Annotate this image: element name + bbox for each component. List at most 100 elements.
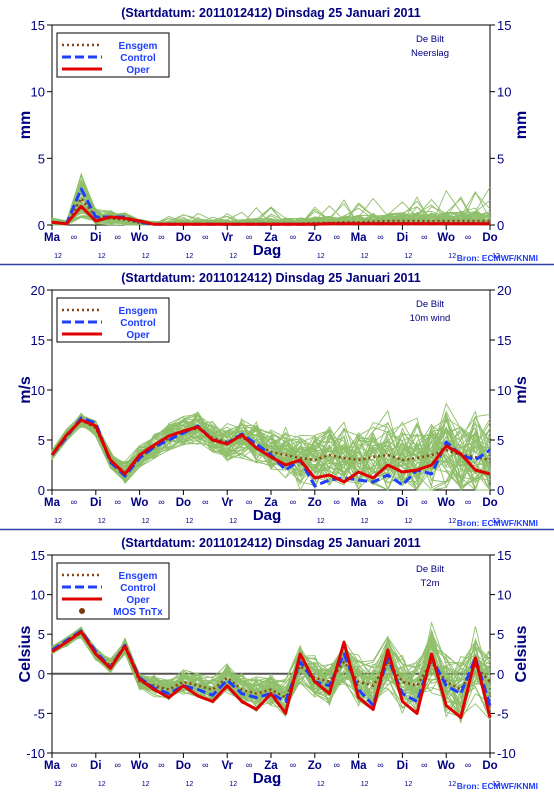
x-sub-label: 12 <box>492 781 500 788</box>
x-day-label: Zo <box>308 497 322 509</box>
x-separator-glyph: ∞ <box>421 232 427 242</box>
x-sub-label: 12 <box>142 781 150 788</box>
x-day-label: Di <box>397 497 409 509</box>
x-sub-label: 12 <box>492 518 500 525</box>
y-axis-label-right: Celsius <box>513 625 530 682</box>
x-sub-label: 12 <box>317 781 325 788</box>
chart-title: (Startdatum: 2011012412) Dinsdag 25 Janu… <box>121 271 421 285</box>
series-line-oper <box>51 204 490 226</box>
y-tick-label-left: -10 <box>26 746 45 761</box>
location-label: De Bilt <box>416 564 444 575</box>
series-line-oper <box>50 418 491 484</box>
x-separator-glyph: ∞ <box>202 232 208 242</box>
x-sub-label: 12 <box>405 253 413 260</box>
y-tick-label-left: 5 <box>38 627 45 642</box>
variable-label: T2m <box>421 578 440 589</box>
ensemble-member-line <box>51 631 491 697</box>
y-tick-label-right: 5 <box>497 151 504 166</box>
x-day-label: Wo <box>437 232 455 244</box>
x-sub-label: 12 <box>317 253 325 260</box>
x-day-label: Wo <box>131 760 149 772</box>
x-separator-glyph: ∞ <box>158 232 164 242</box>
y-tick-label-left: 20 <box>31 283 45 298</box>
legend-label: Control <box>120 583 156 594</box>
x-separator-glyph: ∞ <box>202 760 208 770</box>
y-tick-label-right: 10 <box>497 588 511 603</box>
x-day-label: Wo <box>437 760 455 772</box>
y-tick-label-left: 15 <box>31 18 45 33</box>
y-axis-label-left: Celsius <box>17 625 34 682</box>
x-day-label: Za <box>264 760 278 772</box>
y-tick-label-left: 10 <box>31 588 45 603</box>
series-line-oper <box>51 630 492 719</box>
y-tick-label-right: 10 <box>497 85 511 100</box>
x-day-label: Vr <box>221 497 233 509</box>
chart-title: (Startdatum: 2011012412) Dinsdag 25 Janu… <box>121 536 421 550</box>
y-tick-label-left: 0 <box>38 667 45 682</box>
x-sub-label: 12 <box>229 781 237 788</box>
x-day-label: Ma <box>44 760 61 772</box>
y-tick-label-left: 5 <box>38 151 45 166</box>
x-day-label: Di <box>397 760 409 772</box>
x-sub-label: 12 <box>229 253 237 260</box>
chart-title: (Startdatum: 2011012412) Dinsdag 25 Janu… <box>121 6 421 20</box>
x-separator-glyph: ∞ <box>158 760 164 770</box>
x-separator-glyph: ∞ <box>377 497 383 507</box>
legend-label: Oper <box>126 330 149 341</box>
x-day-label: Zo <box>308 232 322 244</box>
ensemble-member-line <box>51 414 490 491</box>
series-line-ensgem <box>50 418 491 475</box>
y-tick-label-right: 10 <box>497 383 511 398</box>
x-sub-label: 12 <box>186 781 194 788</box>
x-axis-label: Dag <box>253 507 281 524</box>
source-label: Bron: ECMWF/KNMI <box>457 518 538 528</box>
y-tick-label-right: 0 <box>497 218 504 233</box>
ensemble-member-line <box>51 414 491 490</box>
x-sub-label: 12 <box>405 781 413 788</box>
x-day-label: Di <box>90 760 102 772</box>
ensemble-member-line <box>51 415 491 492</box>
x-sub-label: 12 <box>98 518 106 525</box>
y-tick-label-right: 0 <box>497 483 504 498</box>
x-separator-glyph: ∞ <box>158 497 164 507</box>
y-tick-label-right: 20 <box>497 283 511 298</box>
x-separator-glyph: ∞ <box>114 497 120 507</box>
x-separator-glyph: ∞ <box>290 232 296 242</box>
location-label: De Bilt <box>416 34 444 45</box>
x-day-label: Ma <box>351 760 368 772</box>
x-separator-glyph: ∞ <box>333 760 339 770</box>
x-separator-glyph: ∞ <box>333 497 339 507</box>
x-sub-label: 12 <box>98 781 106 788</box>
x-separator-glyph: ∞ <box>246 760 252 770</box>
x-sub-label: 12 <box>317 518 325 525</box>
x-sub-label: 12 <box>186 253 194 260</box>
y-tick-label-right: 5 <box>497 433 504 448</box>
x-separator-glyph: ∞ <box>71 497 77 507</box>
x-day-label: Do <box>176 760 191 772</box>
x-day-label: Do <box>176 497 191 509</box>
x-day-label: Za <box>264 497 278 509</box>
x-day-label: Wo <box>131 497 149 509</box>
x-sub-label: 12 <box>273 253 281 260</box>
x-day-label: Do <box>176 232 191 244</box>
x-day-label: Di <box>90 232 102 244</box>
ensemble-member-line <box>51 422 491 489</box>
legend-label: MOS TnTx <box>113 607 163 618</box>
ensemble-member-line <box>51 633 491 708</box>
x-day-label: Za <box>264 232 278 244</box>
y-tick-label-left: 10 <box>31 85 45 100</box>
x-separator-glyph: ∞ <box>465 760 471 770</box>
x-day-label: Wo <box>437 497 455 509</box>
legend-box <box>56 562 170 620</box>
location-label: De Bilt <box>416 299 444 310</box>
x-separator-glyph: ∞ <box>377 232 383 242</box>
x-sub-label: 12 <box>142 518 150 525</box>
x-sub-label: 12 <box>448 518 456 525</box>
legend-label: Control <box>120 53 156 64</box>
series-line-ensgem <box>51 631 491 699</box>
x-axis-label: Dag <box>253 242 281 259</box>
x-separator-glyph: ∞ <box>202 497 208 507</box>
x-sub-label: 12 <box>361 518 369 525</box>
legend-label: Ensgem <box>119 41 158 52</box>
x-sub-label: 12 <box>492 253 500 260</box>
